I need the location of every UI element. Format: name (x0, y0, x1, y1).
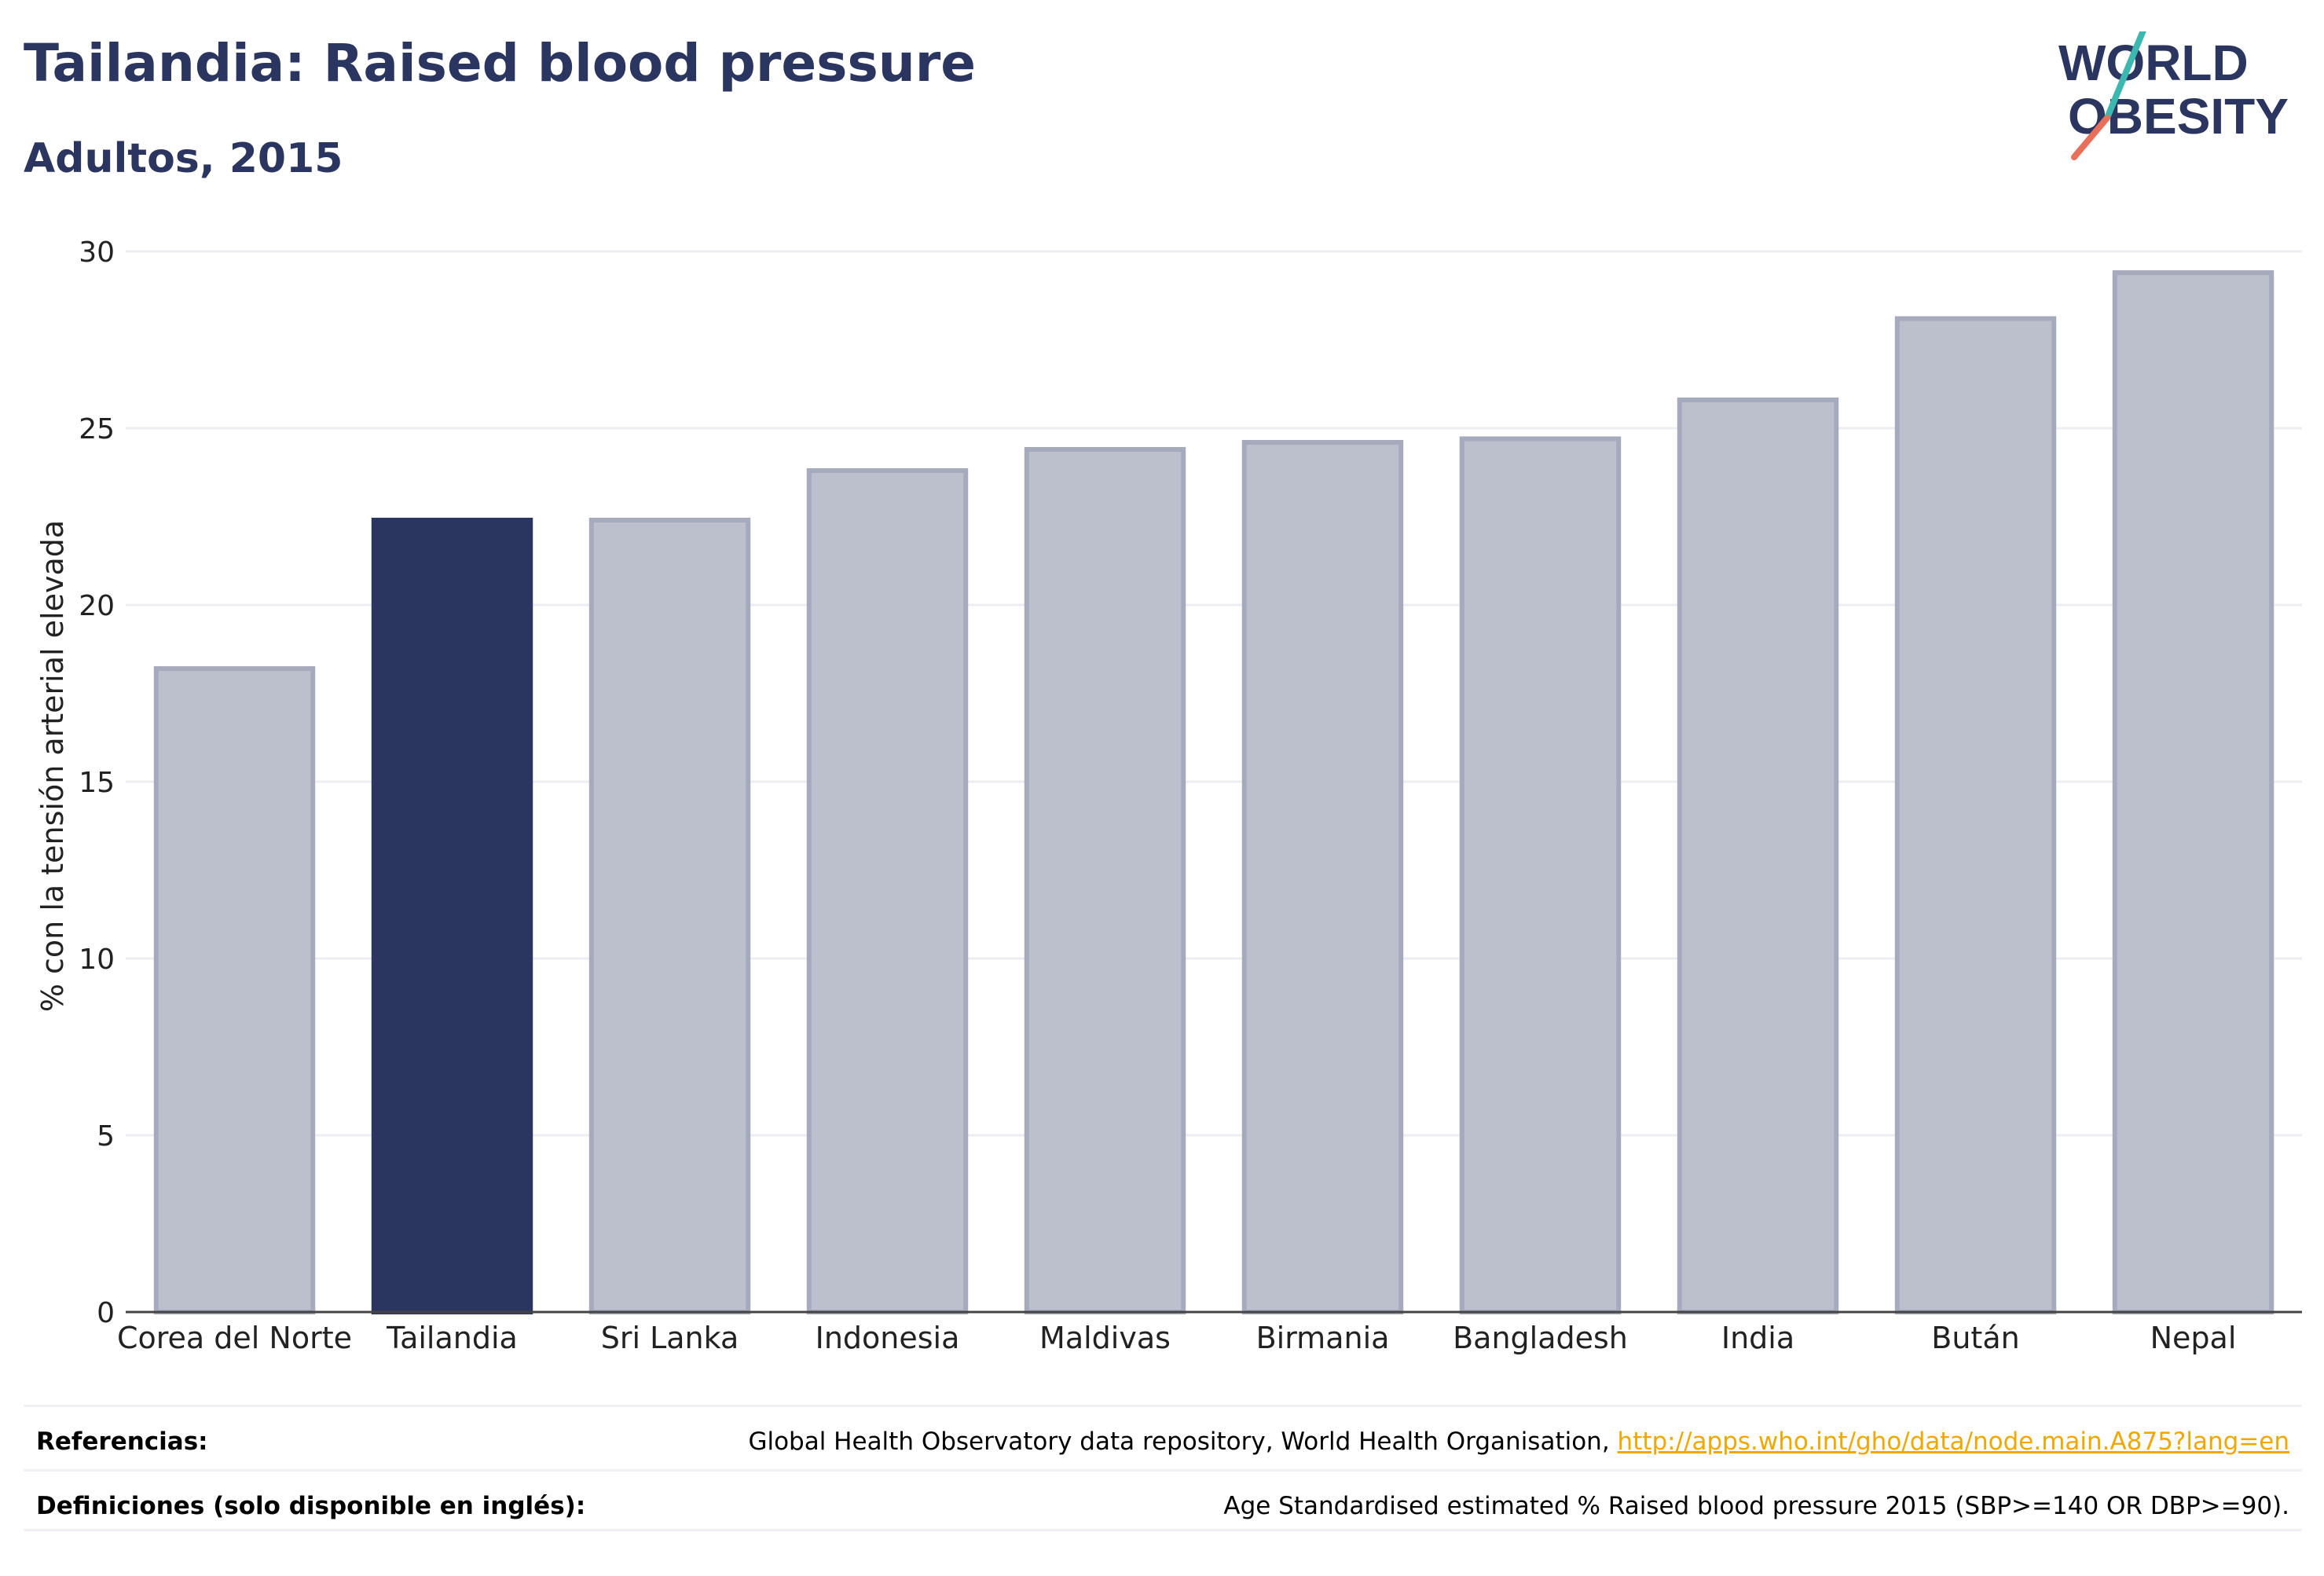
x-tick-label: Corea del Norte (117, 1321, 352, 1355)
definitions-text: Age Standardised estimated % Raised bloo… (1223, 1492, 2289, 1520)
logo-slash-top (2104, 31, 2146, 121)
bar-maldivas (1024, 447, 1186, 1314)
tick-labels: 0 5 10 15 20 25 30 Corea del Norte Tailandia Sri … (79, 236, 2236, 1355)
references-row: Referencias: Global Health Observatory d… (24, 1405, 2302, 1472)
references-text: Global Health Observatory data repositor… (748, 1428, 1618, 1456)
bar-tailandia (371, 518, 533, 1314)
bar-bangladesh (1459, 436, 1622, 1314)
logo-slash-bottom (2071, 115, 2110, 160)
references-value: Global Health Observatory data repositor… (748, 1428, 2289, 1456)
x-tick-label: Nepal (2150, 1321, 2237, 1355)
definitions-row: Definiciones (solo disponible en inglés)… (24, 1469, 2302, 1536)
bar-corea-del-norte (153, 666, 316, 1314)
bar-bután (1894, 316, 2057, 1314)
bars (153, 270, 2275, 1314)
x-tick-label: Birmania (1256, 1321, 1390, 1355)
bar-birmania (1241, 440, 1404, 1314)
y-tick-label: 30 (79, 236, 115, 269)
bar-india (1677, 398, 1839, 1314)
y-tick-label: 0 (97, 1297, 115, 1329)
bar-chart: 0 5 10 15 20 25 30 Corea del Norte Tailandia Sri … (35, 236, 2302, 1355)
x-tick-label: Maldivas (1039, 1321, 1171, 1355)
y-tick-label: 5 (97, 1120, 115, 1153)
x-tick-label: Sri Lanka (601, 1321, 739, 1355)
definitions-label: Definiciones (solo disponible en inglés)… (36, 1492, 586, 1520)
y-tick-label: 25 (79, 413, 115, 445)
y-tick-label: 20 (79, 590, 115, 622)
footer-divider (24, 1529, 2302, 1531)
x-tick-label: Bangladesh (1453, 1321, 1628, 1355)
y-axis-label: % con la tensión arterial elevada (35, 520, 70, 1012)
bar-sri-lanka (588, 518, 751, 1314)
chart-title: Tailandia: Raised blood pressure (24, 33, 977, 93)
x-tick-label: Indonesia (816, 1321, 960, 1355)
bar-nepal (2112, 270, 2275, 1314)
y-tick-label: 15 (79, 767, 115, 799)
y-tick-label: 10 (79, 944, 115, 976)
logo-text-world: WORLD (2058, 35, 2249, 91)
x-tick-label: Bután (1931, 1321, 2019, 1355)
chart-subtitle: Adultos, 2015 (24, 135, 343, 182)
x-tick-label: India (1721, 1321, 1794, 1355)
bar-indonesia (806, 468, 969, 1314)
x-tick-label: Tailandia (386, 1321, 518, 1355)
world-obesity-logo: WORLD OBESITY (2058, 31, 2289, 160)
references-label: Referencias: (36, 1428, 208, 1456)
references-link[interactable]: http://apps.who.int/gho/data/node.main.A… (1617, 1428, 2289, 1456)
